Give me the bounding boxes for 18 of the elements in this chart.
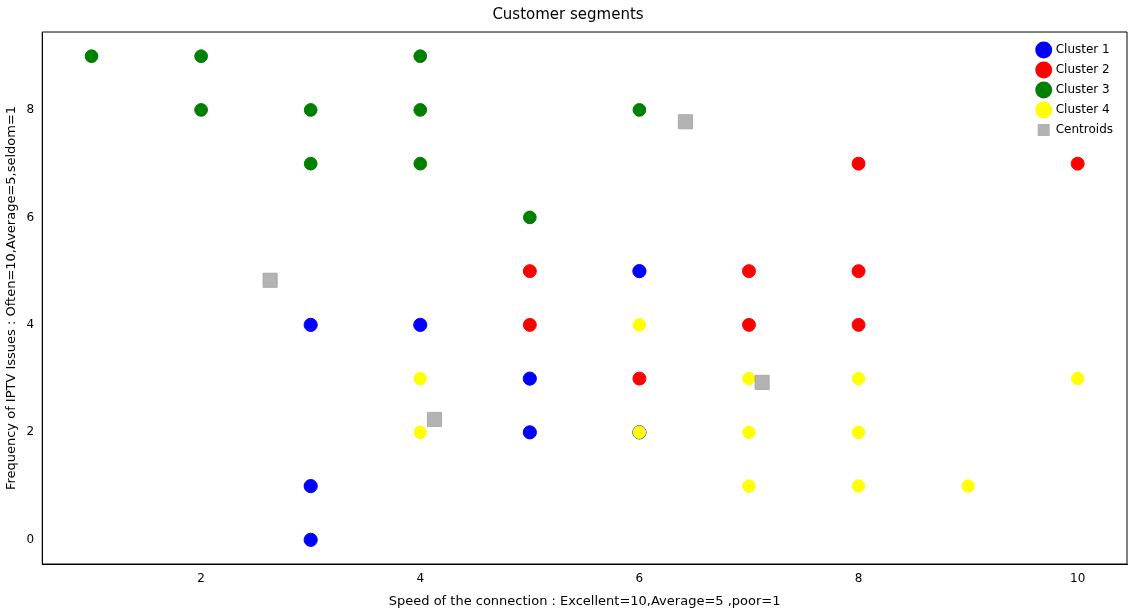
legend-label: Centroids (1055, 122, 1114, 137)
x-tick-label: 4 (416, 571, 425, 586)
y-tick-label: 4 (26, 316, 35, 331)
chart-title: Customer segments (492, 4, 644, 23)
y-tick-label: 0 (26, 531, 35, 546)
legend-label: Cluster 1 (1055, 42, 1110, 57)
legend-label: Cluster 2 (1055, 62, 1110, 77)
x-tick-label: 8 (854, 571, 863, 586)
legend-label: Cluster 3 (1055, 82, 1110, 97)
y-tick-label: 2 (26, 424, 35, 439)
x-tick-label: 2 (197, 571, 205, 586)
y-tick-label: 8 (26, 102, 35, 117)
x-tick-label: 10 (1070, 571, 1086, 586)
x-tick-label: 6 (635, 571, 644, 586)
x-axis-title: Speed of the connection : Excellent=10,Average=5 ,poor=1 (388, 592, 781, 608)
y-tick-label: 6 (26, 209, 35, 224)
legend-label: Cluster 4 (1055, 102, 1110, 117)
y-axis-title: Frequency of IPTV Issues : Often=10,Average=5,seldom=1 (3, 105, 19, 491)
